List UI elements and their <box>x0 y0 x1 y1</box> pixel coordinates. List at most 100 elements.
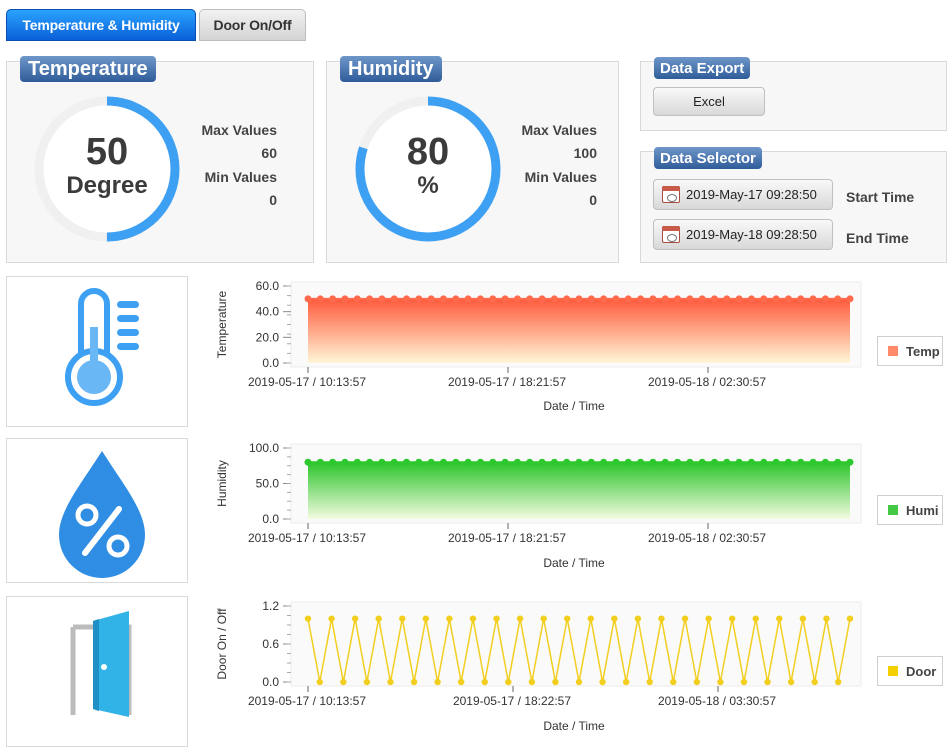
data-point <box>427 295 435 303</box>
data-point <box>403 295 411 303</box>
data-point <box>846 295 854 303</box>
data-point <box>375 615 382 622</box>
data-point <box>717 678 724 686</box>
data-point <box>464 295 472 303</box>
series-area <box>308 298 850 363</box>
data-point <box>363 678 371 686</box>
data-point <box>723 295 731 303</box>
data-point <box>540 615 547 622</box>
data-point <box>698 295 706 303</box>
data-point <box>747 295 755 303</box>
data-point <box>513 295 521 303</box>
data-point <box>611 615 618 622</box>
y-axis-label: Door On / Off <box>215 608 229 680</box>
data-point <box>366 458 374 466</box>
temperature-title: Temperature <box>20 56 156 82</box>
x-tick-label: 2019-05-18 / 02:30:57 <box>648 375 766 389</box>
y-tick-label: 20.0 <box>256 330 280 344</box>
legend-swatch <box>888 346 898 356</box>
open-door-icon <box>70 611 132 717</box>
humidity-legend: Humi <box>877 495 943 525</box>
data-point <box>846 615 854 622</box>
x-axis-label: Date / Time <box>543 719 605 733</box>
y-axis-label: Temperature <box>215 290 229 358</box>
data-point <box>835 678 842 686</box>
x-tick-label: 2019-05-17 / 18:21:57 <box>448 375 566 389</box>
data-point <box>637 295 645 303</box>
excel-export-button[interactable]: Excel <box>653 87 765 116</box>
data-point <box>469 615 477 622</box>
data-point <box>670 678 677 686</box>
data-point <box>747 458 755 466</box>
data-point <box>501 295 509 303</box>
data-point <box>693 678 701 686</box>
data-point <box>513 458 521 466</box>
data-point <box>674 458 682 466</box>
start-time-value: 2019-May-17 09:28:50 <box>686 187 817 202</box>
y-tick-label: 0.0 <box>262 512 279 526</box>
data-point <box>422 615 430 622</box>
data-point <box>740 678 748 686</box>
data-point <box>646 678 653 686</box>
humidity-min-label: Min Values <box>524 169 597 185</box>
data-point <box>489 458 497 466</box>
humidity-gauge-ring <box>355 96 501 242</box>
start-time-label: Start Time <box>846 189 915 205</box>
data-point <box>823 615 830 622</box>
data-export-title: Data Export <box>654 57 751 79</box>
data-point <box>476 295 484 303</box>
data-point <box>575 458 583 466</box>
data-point <box>304 615 312 622</box>
humidity-title: Humidity <box>340 56 442 82</box>
end-time-picker[interactable]: 2019-May-18 09:28:50 <box>653 219 833 250</box>
data-point <box>457 678 465 686</box>
data-point <box>390 458 398 466</box>
data-point <box>552 678 559 686</box>
tab-door-onoff[interactable]: Door On/Off <box>199 9 306 41</box>
data-point <box>415 295 423 303</box>
data-point <box>526 295 534 303</box>
start-time-picker[interactable]: 2019-May-17 09:28:50 <box>653 179 833 210</box>
data-point <box>723 458 731 466</box>
y-axis-label: Humidity <box>215 460 229 507</box>
door-chart: 1.2 0.6 0.0 Door On / Off 2019-05-17 / 10:13… <box>196 596 866 748</box>
temperature-gauge-ring <box>34 96 180 242</box>
data-point <box>564 615 571 622</box>
temperature-unit: Degree <box>66 172 148 199</box>
data-point <box>415 458 423 466</box>
data-point <box>637 458 645 466</box>
y-tick-label: 0.0 <box>262 675 279 689</box>
data-point <box>599 678 606 686</box>
data-point <box>440 295 447 303</box>
data-point <box>784 295 792 303</box>
data-point <box>329 458 337 466</box>
y-tick-label: 0.6 <box>262 637 279 651</box>
x-tick-label: 2019-05-17 / 10:13:57 <box>248 375 366 389</box>
data-point <box>634 615 642 622</box>
data-point <box>550 458 558 466</box>
data-point <box>399 615 406 622</box>
data-point <box>705 615 712 622</box>
data-point <box>752 615 759 622</box>
tab-temperature-humidity[interactable]: Temperature & Humidity <box>6 9 196 41</box>
data-point <box>353 295 361 303</box>
series-area <box>308 462 850 519</box>
data-point <box>809 458 817 466</box>
data-point <box>587 615 594 622</box>
data-point <box>760 458 768 466</box>
data-point <box>353 458 361 466</box>
data-point <box>735 295 743 303</box>
x-tick-label: 2019-05-17 / 18:21:57 <box>448 531 566 545</box>
data-point <box>760 295 768 303</box>
temperature-legend: Temp <box>877 336 943 366</box>
data-point <box>735 458 743 466</box>
data-point <box>686 295 694 303</box>
data-point <box>304 458 312 466</box>
data-point <box>809 295 817 303</box>
data-point <box>698 458 706 466</box>
data-point <box>772 458 780 466</box>
y-tick-label: 60.0 <box>256 279 280 293</box>
data-point <box>351 615 359 622</box>
temperature-chart: 60.0 40.0 20.0 0.0 Temperature 2019-05-17 / 1… <box>196 276 866 426</box>
data-point <box>649 458 657 466</box>
